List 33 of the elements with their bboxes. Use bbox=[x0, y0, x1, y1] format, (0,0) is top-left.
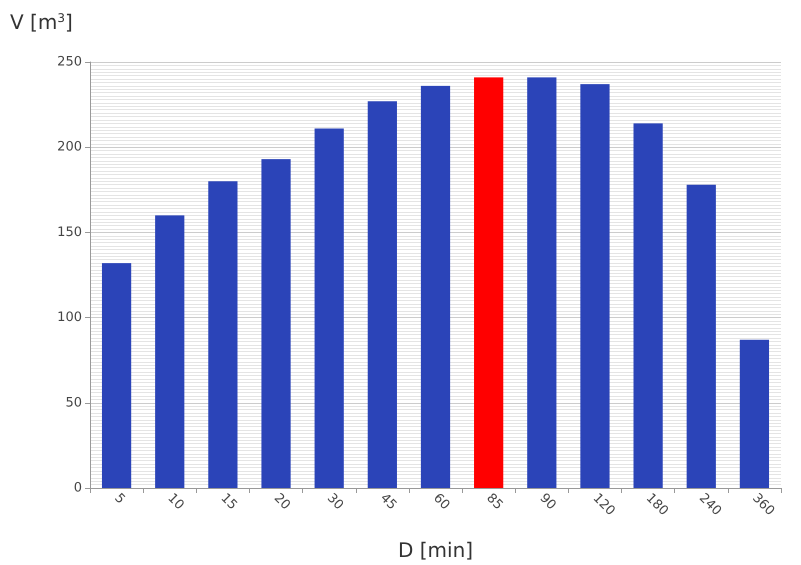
bar bbox=[155, 215, 184, 488]
bar bbox=[580, 84, 610, 488]
x-tick-label: 360 bbox=[749, 490, 778, 519]
bar bbox=[474, 77, 504, 488]
x-tick-label: 45 bbox=[377, 490, 400, 513]
x-tick-label: 15 bbox=[218, 490, 240, 513]
bar bbox=[634, 123, 663, 488]
x-tick-label: 90 bbox=[536, 490, 559, 513]
bar bbox=[261, 159, 291, 488]
bar bbox=[314, 128, 344, 488]
x-tick-label: 120 bbox=[590, 490, 618, 519]
y-tick-label: 250 bbox=[57, 54, 82, 70]
x-tick-label: 85 bbox=[483, 490, 506, 513]
bar bbox=[740, 340, 770, 488]
x-tick-label: 10 bbox=[164, 490, 187, 513]
x-tick-label: 240 bbox=[696, 490, 724, 519]
y-tick-label: 0 bbox=[74, 480, 82, 496]
y-tick-label: 50 bbox=[65, 395, 82, 410]
x-tick-label: 180 bbox=[642, 490, 671, 519]
bar bbox=[686, 184, 716, 488]
bar bbox=[368, 101, 397, 488]
bar bbox=[102, 263, 132, 488]
y-tick-label: 150 bbox=[57, 224, 82, 240]
x-tick-label: 5 bbox=[111, 490, 128, 508]
x-tick-label: 60 bbox=[430, 490, 452, 513]
x-axis-title: D [min] bbox=[398, 538, 474, 562]
y-tick-label: 100 bbox=[57, 310, 82, 326]
y-tick-label: 200 bbox=[57, 140, 82, 155]
bar bbox=[420, 86, 450, 488]
bar bbox=[208, 181, 238, 488]
x-tick-label: 20 bbox=[270, 490, 294, 513]
x-tick-label: 30 bbox=[324, 490, 346, 513]
bar bbox=[527, 77, 556, 488]
